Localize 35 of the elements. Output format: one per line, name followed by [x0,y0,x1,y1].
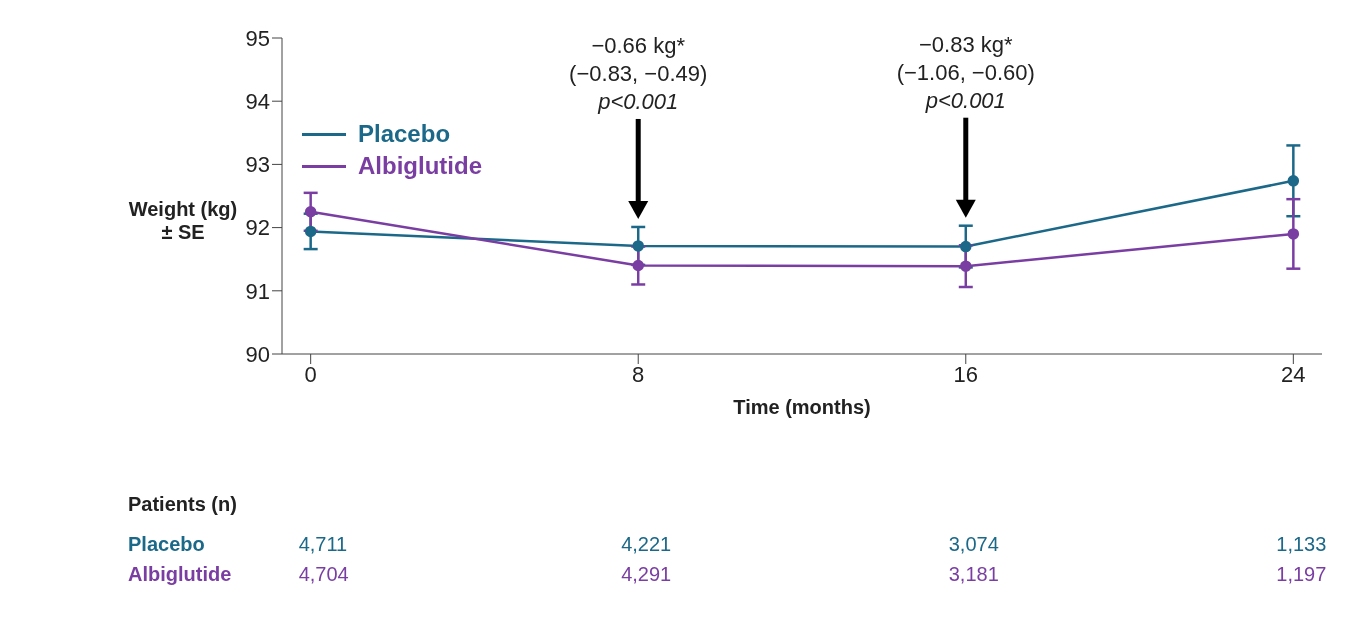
point [1287,175,1300,187]
y-tick-label: 94 [245,89,270,115]
text: 4,704 [298,563,349,585]
text: 3,181 [948,563,999,585]
legend-label: Placebo [357,119,452,149]
legend-label: Albiglutide [357,151,482,181]
text: 1,197 [1276,563,1327,585]
y-tick-label: 90 [245,341,270,367]
y-tick-label: 93 [245,152,270,178]
text: 3,074 [948,533,999,555]
text: 4,711 [298,533,348,555]
y-tick-label: 91 [245,278,270,304]
point [304,225,317,238]
x-axis-title: Time (months) [733,396,871,418]
annotation: −0.66 kg* (−0.83, −0.49) p<0.001 [569,32,708,114]
x-tick-label: 24 [1281,361,1306,387]
text: Patients (n) [128,493,237,516]
y-tick-label: 95 [245,25,270,51]
annotation: −0.83 kg* (−1.06, −0.60) p<0.001 [896,31,1035,113]
text: 4,221 [621,533,672,555]
point [632,259,644,272]
point [632,240,644,252]
text: Placebo [128,533,205,556]
x-tick-label: 0 [304,361,317,387]
y-axis-title: Weight (kg) ± SE [128,198,238,243]
text: 4,291 [621,563,672,585]
point [960,260,972,272]
point [304,206,317,218]
point [1287,228,1300,240]
x-tick-label: 16 [953,361,979,387]
text: 1,133 [1276,533,1327,555]
point [960,240,972,253]
x-tick-label: 8 [632,361,645,387]
text: Albiglutide [128,563,232,586]
y-tick-label: 92 [245,215,270,241]
